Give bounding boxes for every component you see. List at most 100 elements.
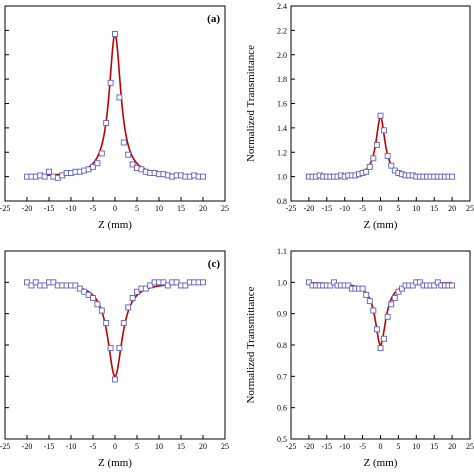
x-tick-label: 0	[113, 204, 117, 213]
x-tick-label: -25	[286, 442, 297, 451]
x-tick-label: -15	[321, 442, 332, 451]
x-tick-label: 20	[448, 442, 456, 451]
x-axis-title: Z (mm)	[98, 457, 132, 469]
data-point	[94, 160, 101, 167]
data-point	[391, 295, 398, 301]
data-point	[345, 282, 352, 289]
data-point	[305, 279, 312, 286]
data-point	[359, 285, 366, 292]
data-point	[116, 94, 123, 101]
y-tick-label: 2.0	[277, 51, 287, 60]
data-point	[366, 298, 373, 305]
x-tick-label: -5	[359, 204, 366, 213]
chart-panel-3: -25 -20 -15 -10 -5 0 5 10 15 20 25 Z (mm) (c)	[0, 250, 229, 469]
x-tick-label: -20	[22, 204, 33, 213]
data-point	[381, 335, 388, 342]
x-tick-label: 20	[199, 442, 207, 451]
x-tick-label: -5	[90, 442, 97, 451]
data-point	[173, 279, 180, 286]
y-tick-label: 0.5	[277, 435, 287, 444]
data-point	[182, 282, 189, 289]
data-point	[395, 288, 402, 295]
fit-curve	[308, 282, 453, 346]
x-tick-label: 15	[177, 204, 185, 213]
x-tick-label: -20	[304, 204, 315, 213]
data-point	[363, 291, 370, 298]
data-point	[94, 301, 101, 308]
data-point	[147, 282, 154, 289]
x-tick-label: 0	[113, 442, 117, 451]
plot-frame	[4, 250, 226, 440]
data-point	[46, 168, 52, 175]
data-point	[103, 120, 110, 126]
y-tick-label: 1.0	[277, 278, 287, 287]
data-point	[331, 279, 337, 286]
data-point	[373, 326, 380, 333]
fit-curve	[308, 115, 453, 178]
data-point	[200, 279, 206, 286]
data-point	[388, 301, 395, 308]
x-tick-label: -10	[339, 204, 350, 213]
x-tick-label: -25	[0, 442, 10, 451]
x-tick-label: -25	[0, 204, 10, 213]
data-point	[388, 162, 395, 169]
data-point	[164, 282, 171, 289]
data-point	[81, 288, 88, 295]
data-point	[120, 320, 127, 327]
x-tick-label: -15	[44, 442, 55, 451]
panel-label: (a)	[207, 13, 220, 25]
data-point	[72, 282, 79, 289]
y-tick-label: 0.9	[277, 310, 287, 319]
x-tick-label: -15	[44, 204, 55, 213]
data-point	[409, 282, 416, 289]
y-axis-title: Normalized Transmittance	[245, 286, 257, 403]
data-point	[107, 345, 114, 352]
data-point	[90, 163, 96, 170]
x-tick-label: 20	[199, 204, 207, 213]
x-tick-label: -5	[90, 204, 97, 213]
data-point	[377, 112, 384, 119]
data-point	[76, 285, 83, 292]
data-point	[112, 31, 118, 37]
data-point	[98, 307, 105, 314]
data-point	[116, 345, 123, 352]
data-point	[129, 295, 136, 301]
y-tick-label: 1.1	[277, 247, 287, 256]
data-point	[98, 150, 105, 157]
fit-curve	[26, 282, 204, 378]
x-tick-label: -25	[286, 204, 297, 213]
x-tick-label: 20	[448, 204, 456, 213]
data-point	[50, 279, 57, 286]
y-axis-title: Normalized Transmittance	[245, 45, 257, 162]
x-axis-title: Z (mm)	[364, 219, 398, 231]
data-point	[373, 141, 380, 148]
data-point	[28, 282, 35, 289]
data-point	[125, 151, 132, 158]
data-point	[125, 304, 132, 311]
x-tick-label: 10	[155, 204, 163, 213]
x-tick-label: 25	[466, 442, 474, 451]
x-tick-label: 25	[221, 442, 229, 451]
data-point	[107, 79, 114, 86]
x-tick-label: -15	[321, 204, 332, 213]
x-tick-label: -5	[359, 442, 366, 451]
y-tick-label: 0.7	[277, 372, 287, 381]
data-point	[41, 282, 48, 289]
x-tick-label: 15	[430, 204, 438, 213]
y-tick-label: 0.6	[277, 404, 287, 413]
data-point	[366, 163, 373, 170]
data-point	[120, 139, 127, 146]
x-tick-label: -10	[66, 442, 77, 451]
data-point	[160, 279, 167, 286]
x-tick-label: 0	[379, 204, 383, 213]
data-point	[200, 173, 206, 180]
x-axis-title: Z (mm)	[364, 457, 398, 469]
x-tick-label: 10	[412, 204, 420, 213]
data-point	[103, 320, 110, 327]
chart-panel-4: -25 -20 -15 -10 -5 0 5 10 15 20 25 0.5 0.6 0.7 0.8 0.9 1…	[245, 247, 474, 469]
y-tick-label: 1.6	[277, 100, 287, 109]
data-point	[431, 282, 438, 289]
y-tick-label: 2.2	[277, 26, 287, 35]
x-tick-label: 25	[466, 204, 474, 213]
